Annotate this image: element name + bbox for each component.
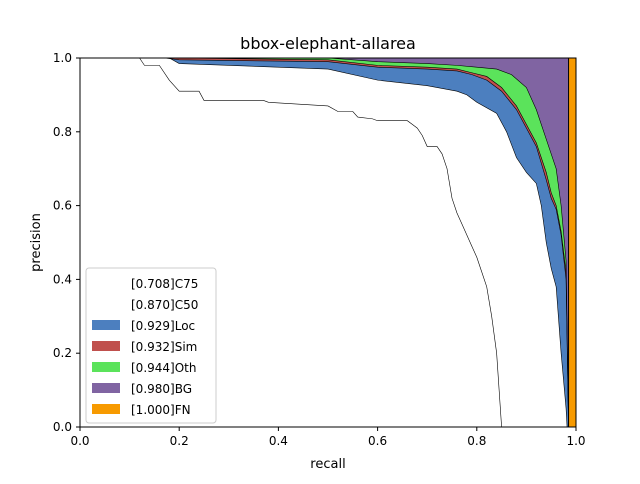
legend-label-c75: [0.708]C75 xyxy=(131,277,198,291)
x-tick-label: 0.8 xyxy=(467,434,486,448)
curve-c75 xyxy=(80,57,502,428)
y-tick-label: 1.0 xyxy=(53,51,72,65)
legend-label-loc: [0.929]Loc xyxy=(131,319,195,333)
curve-loc xyxy=(80,57,569,428)
legend-swatch-sim xyxy=(92,341,120,351)
y-tick-label: 0.0 xyxy=(53,420,72,434)
x-axis: 0.0 0.2 0.4 0.6 0.8 1.0 xyxy=(70,427,586,448)
curve-oth xyxy=(80,57,569,428)
legend-label-bg: [0.980]BG xyxy=(131,382,192,396)
legend-label-fn: [1.000]FN xyxy=(131,403,191,417)
chart-title: bbox-elephant-allarea xyxy=(240,34,416,53)
legend-swatch-c50 xyxy=(92,299,120,309)
x-tick-label: 0.4 xyxy=(269,434,288,448)
legend-swatch-c75 xyxy=(92,278,120,288)
y-axis-label: precision xyxy=(29,213,44,272)
x-tick-label: 1.0 xyxy=(566,434,585,448)
legend: [0.708]C75 [0.870]C50 [0.929]Loc [0.932]Sim… xyxy=(85,267,217,424)
legend-swatch-loc xyxy=(92,320,120,330)
y-tick-label: 0.8 xyxy=(53,125,72,139)
plot-frame xyxy=(79,57,577,428)
curve-c50 xyxy=(80,57,568,428)
y-tick-label: 0.2 xyxy=(53,346,72,360)
curve-sim xyxy=(80,57,569,428)
x-tick-label: 0.0 xyxy=(70,434,89,448)
legend-label-c50: [0.870]C50 xyxy=(131,298,198,312)
legend-swatch-bg xyxy=(92,383,120,393)
legend-label-oth: [0.944]Oth xyxy=(131,361,196,375)
legend-swatch-fn xyxy=(92,404,120,414)
y-axis: 0.0 0.2 0.4 0.6 0.8 1.0 xyxy=(53,51,80,434)
x-tick-label: 0.2 xyxy=(170,434,189,448)
y-tick-label: 0.6 xyxy=(53,199,72,213)
legend-swatch-oth xyxy=(92,362,120,372)
legend-label-sim: [0.932]Sim xyxy=(131,340,197,354)
x-tick-label: 0.6 xyxy=(368,434,387,448)
x-axis-label: recall xyxy=(310,457,345,472)
y-tick-label: 0.4 xyxy=(53,272,72,286)
